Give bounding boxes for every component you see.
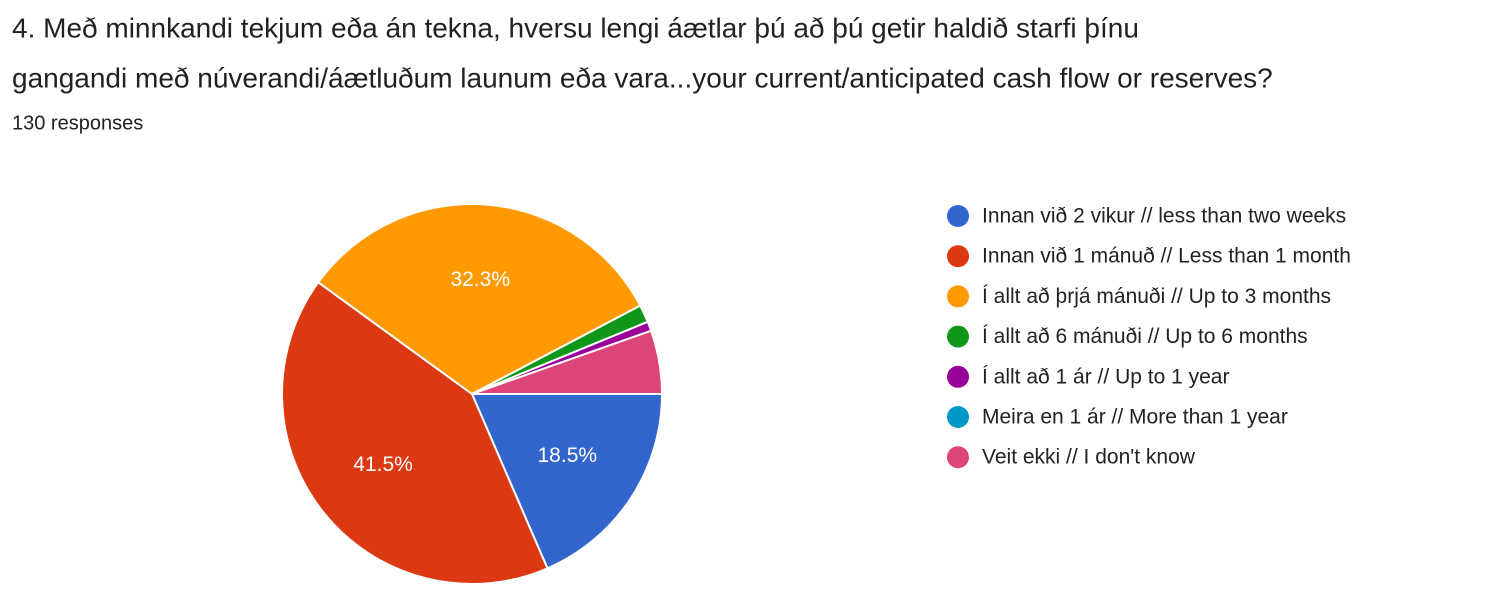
legend-label: Innan við 1 mánuð // Less than 1 month <box>982 245 1351 268</box>
legend-swatch <box>947 446 969 469</box>
chart-title: 4. Með minnkandi tekjum eða án tekna, hv… <box>12 12 1139 43</box>
legend-label: Veit ekki // I don't know <box>982 446 1196 469</box>
legend-label: Meira en 1 ár // More than 1 year <box>982 406 1288 429</box>
legend-label: Í allt að 1 ár // Up to 1 year <box>982 365 1229 388</box>
legend-swatch <box>947 406 969 428</box>
legend-swatch <box>947 205 969 227</box>
legend-label: Í allt að þrjá mánuði // Up to 3 months <box>982 285 1331 308</box>
legend-label: Innan við 2 vikur // less than two weeks <box>982 205 1346 228</box>
legend-swatch <box>947 245 969 268</box>
chart-subtitle: 130 responses <box>12 112 143 134</box>
legend-swatch <box>947 285 969 308</box>
chart-title: gangandi með núverandi/áætluðum launum e… <box>12 62 1273 93</box>
data-label: 41.5% <box>353 453 413 476</box>
data-label: 32.3% <box>450 268 510 291</box>
pie-slice <box>316 203 642 396</box>
legend-swatch <box>947 325 969 348</box>
pie-slice <box>471 329 664 395</box>
data-label: 18.5% <box>538 444 598 467</box>
pie-slice <box>281 280 549 585</box>
legend-label: Í allt að 6 mánuði // Up to 6 months <box>982 325 1308 348</box>
legend-swatch <box>947 365 969 388</box>
pie-slice <box>470 393 664 570</box>
